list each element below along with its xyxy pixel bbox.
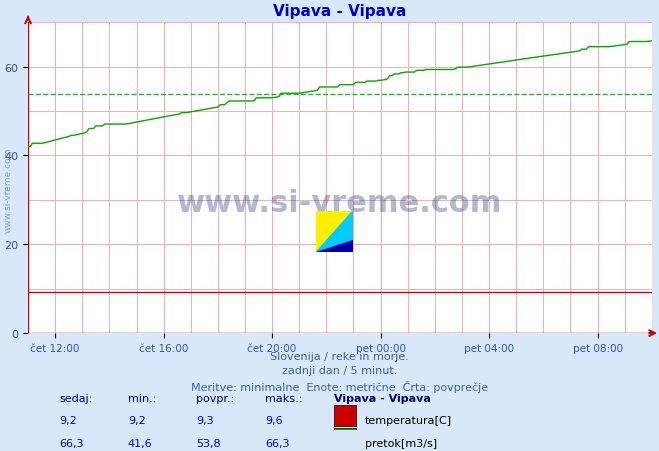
Text: min.:: min.: <box>128 393 156 403</box>
Text: 9,6: 9,6 <box>265 415 283 425</box>
Text: 66,3: 66,3 <box>265 438 289 448</box>
Polygon shape <box>316 212 353 253</box>
Text: 9,2: 9,2 <box>59 415 77 425</box>
Text: Vipava - Vipava: Vipava - Vipava <box>333 393 430 403</box>
Text: sedaj:: sedaj: <box>59 393 92 403</box>
Polygon shape <box>316 212 353 253</box>
Text: maks.:: maks.: <box>265 393 302 403</box>
Text: 9,3: 9,3 <box>196 415 214 425</box>
Text: 66,3: 66,3 <box>59 438 84 448</box>
Text: 9,2: 9,2 <box>128 415 146 425</box>
Text: Slovenija / reke in morje.
zadnji dan / 5 minut.
Meritve: minimalne  Enote: metr: Slovenija / reke in morje. zadnji dan / … <box>191 351 488 391</box>
Title: Vipava - Vipava: Vipava - Vipava <box>273 4 407 19</box>
Text: 41,6: 41,6 <box>128 438 152 448</box>
Text: www.si-vreme.com: www.si-vreme.com <box>177 189 503 217</box>
Text: povpr.:: povpr.: <box>196 393 235 403</box>
Polygon shape <box>316 240 353 253</box>
Text: temperatura[C]: temperatura[C] <box>365 415 452 425</box>
Text: pretok[m3/s]: pretok[m3/s] <box>365 438 437 448</box>
FancyBboxPatch shape <box>333 405 355 426</box>
Text: www.si-vreme.com: www.si-vreme.com <box>4 147 13 232</box>
Text: 53,8: 53,8 <box>196 438 221 448</box>
FancyBboxPatch shape <box>333 428 355 450</box>
